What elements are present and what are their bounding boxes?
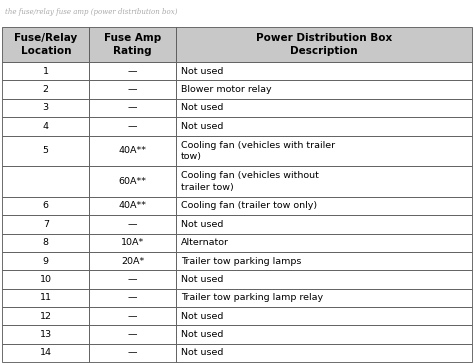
Text: —: — bbox=[128, 275, 137, 284]
Bar bbox=[89, 27, 176, 62]
Text: Not used: Not used bbox=[181, 330, 223, 339]
Text: Trailer tow parking lamps: Trailer tow parking lamps bbox=[181, 257, 301, 266]
Bar bbox=[176, 99, 472, 117]
Text: 60A**: 60A** bbox=[118, 177, 146, 186]
Text: Not used: Not used bbox=[181, 67, 223, 76]
Text: 10: 10 bbox=[40, 275, 52, 284]
Bar bbox=[2, 27, 89, 62]
Bar bbox=[89, 307, 176, 325]
Text: 5: 5 bbox=[43, 146, 49, 155]
Text: —: — bbox=[128, 348, 137, 357]
Bar bbox=[2, 252, 89, 270]
Text: Not used: Not used bbox=[181, 275, 223, 284]
Bar bbox=[176, 117, 472, 135]
Bar bbox=[2, 344, 89, 362]
Text: the fuse/relay fuse amp (power distribution box): the fuse/relay fuse amp (power distribut… bbox=[5, 8, 177, 16]
Text: 1: 1 bbox=[43, 67, 49, 76]
Bar bbox=[2, 99, 89, 117]
Text: —: — bbox=[128, 67, 137, 76]
Text: 14: 14 bbox=[40, 348, 52, 357]
Bar bbox=[176, 135, 472, 166]
Text: Not used: Not used bbox=[181, 122, 223, 131]
Bar bbox=[176, 27, 472, 62]
Text: 3: 3 bbox=[43, 103, 49, 112]
Bar bbox=[2, 135, 89, 166]
Bar bbox=[176, 197, 472, 215]
Bar bbox=[176, 80, 472, 99]
Bar bbox=[176, 344, 472, 362]
Bar bbox=[2, 307, 89, 325]
Text: Cooling fan (vehicles without
trailer tow): Cooling fan (vehicles without trailer to… bbox=[181, 171, 319, 191]
Bar bbox=[89, 289, 176, 307]
Bar bbox=[2, 117, 89, 135]
Bar bbox=[2, 166, 89, 197]
Text: Fuse Amp
Rating: Fuse Amp Rating bbox=[104, 33, 161, 56]
Text: 4: 4 bbox=[43, 122, 49, 131]
Text: Not used: Not used bbox=[181, 220, 223, 229]
Bar bbox=[89, 117, 176, 135]
Text: Cooling fan (vehicles with trailer
tow): Cooling fan (vehicles with trailer tow) bbox=[181, 141, 335, 161]
Text: 7: 7 bbox=[43, 220, 49, 229]
Text: —: — bbox=[128, 293, 137, 302]
Bar bbox=[176, 234, 472, 252]
Text: 10A*: 10A* bbox=[121, 238, 144, 247]
Text: Cooling fan (trailer tow only): Cooling fan (trailer tow only) bbox=[181, 201, 317, 210]
Text: 12: 12 bbox=[40, 312, 52, 321]
Bar bbox=[89, 325, 176, 344]
Bar bbox=[2, 289, 89, 307]
Bar bbox=[89, 344, 176, 362]
Bar bbox=[176, 166, 472, 197]
Bar bbox=[2, 80, 89, 99]
Bar bbox=[2, 197, 89, 215]
Text: 6: 6 bbox=[43, 201, 49, 210]
Bar bbox=[89, 135, 176, 166]
Text: Blower motor relay: Blower motor relay bbox=[181, 85, 271, 94]
Bar bbox=[89, 234, 176, 252]
Text: Not used: Not used bbox=[181, 103, 223, 112]
Text: Trailer tow parking lamp relay: Trailer tow parking lamp relay bbox=[181, 293, 323, 302]
Bar bbox=[89, 99, 176, 117]
Text: —: — bbox=[128, 122, 137, 131]
Bar bbox=[89, 270, 176, 289]
Bar bbox=[89, 252, 176, 270]
Bar bbox=[176, 252, 472, 270]
Text: —: — bbox=[128, 220, 137, 229]
Text: Power Distribution Box
Description: Power Distribution Box Description bbox=[255, 33, 392, 56]
Text: 40A**: 40A** bbox=[118, 146, 146, 155]
Bar bbox=[89, 62, 176, 80]
Bar bbox=[2, 270, 89, 289]
Text: 2: 2 bbox=[43, 85, 49, 94]
Text: —: — bbox=[128, 312, 137, 321]
Bar bbox=[176, 62, 472, 80]
Bar bbox=[176, 325, 472, 344]
Bar bbox=[89, 197, 176, 215]
Bar bbox=[89, 80, 176, 99]
Bar bbox=[176, 270, 472, 289]
Bar bbox=[2, 325, 89, 344]
Text: 9: 9 bbox=[43, 257, 49, 266]
Text: 8: 8 bbox=[43, 238, 49, 247]
Text: —: — bbox=[128, 330, 137, 339]
Bar bbox=[2, 215, 89, 234]
Text: 20A*: 20A* bbox=[121, 257, 144, 266]
Text: Not used: Not used bbox=[181, 348, 223, 357]
Text: —: — bbox=[128, 103, 137, 112]
Bar bbox=[176, 289, 472, 307]
Text: Alternator: Alternator bbox=[181, 238, 229, 247]
Text: 13: 13 bbox=[40, 330, 52, 339]
Bar bbox=[2, 234, 89, 252]
Bar bbox=[176, 215, 472, 234]
Text: 40A**: 40A** bbox=[118, 201, 146, 210]
Bar bbox=[2, 62, 89, 80]
Text: —: — bbox=[128, 85, 137, 94]
Text: Not used: Not used bbox=[181, 312, 223, 321]
Bar bbox=[89, 166, 176, 197]
Text: Fuse/Relay
Location: Fuse/Relay Location bbox=[14, 33, 77, 56]
Text: 11: 11 bbox=[40, 293, 52, 302]
Bar bbox=[89, 215, 176, 234]
Bar bbox=[176, 307, 472, 325]
